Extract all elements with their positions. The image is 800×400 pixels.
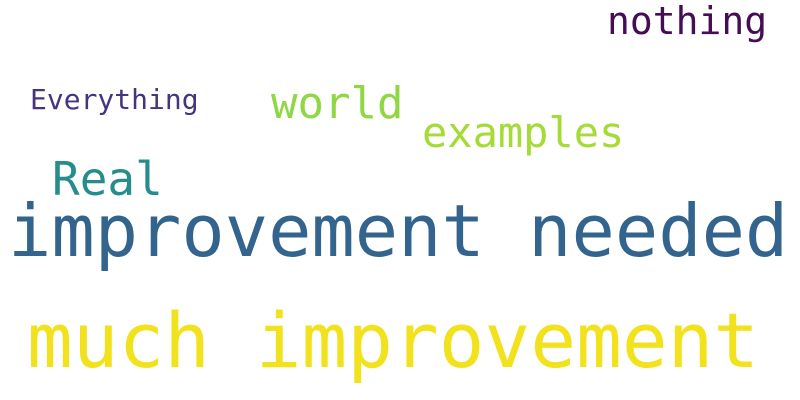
word-world: world	[271, 78, 404, 129]
word-much-improvement: much improvement	[27, 296, 760, 385]
word-improvement-needed: improvement needed	[8, 189, 789, 273]
word-real: Real	[52, 152, 163, 206]
word-everything: Everything	[30, 83, 199, 116]
word-examples: examples	[422, 108, 625, 157]
word-nothing: nothing	[607, 0, 768, 43]
